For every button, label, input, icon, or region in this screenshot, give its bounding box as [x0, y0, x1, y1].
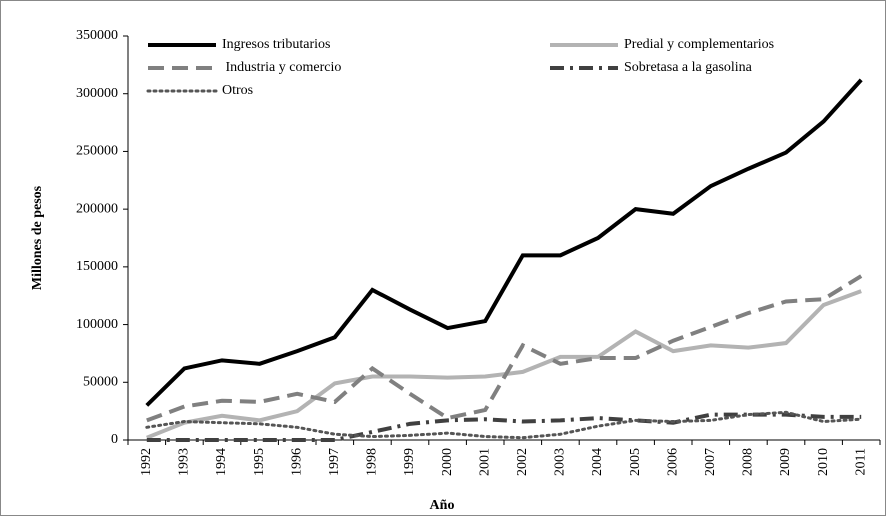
y-tick-label: 350000 — [76, 28, 118, 43]
legend-label: Predial y complementarios — [624, 37, 774, 52]
x-tick-label: 1999 — [402, 448, 417, 476]
y-tick-label: 100000 — [76, 317, 118, 332]
x-tick-label: 1993 — [177, 448, 192, 476]
line-series — [146, 274, 863, 423]
y-tick-label: 200000 — [76, 201, 118, 216]
x-tick-label: 1995 — [252, 448, 267, 476]
y-tick-label: 0 — [111, 432, 118, 447]
x-tick-label: 1998 — [365, 448, 380, 476]
y-axis-title: Millones de pesos — [30, 185, 45, 290]
x-tick-label: 2010 — [816, 448, 831, 476]
x-tick-label: 2000 — [440, 448, 455, 476]
x-tick-label: 1994 — [214, 448, 229, 476]
x-tick-label: 2006 — [665, 448, 680, 476]
legend-label: Industria y comercio — [222, 60, 341, 75]
y-tick-label: 300000 — [76, 86, 118, 101]
x-tick-label: 2001 — [477, 448, 492, 476]
x-tick-label: 1997 — [327, 448, 342, 476]
legend-label: Otros — [222, 83, 253, 98]
legend-label: Sobretasa a la gasolina — [624, 60, 753, 75]
line-series — [146, 412, 862, 442]
x-tick-label: 2005 — [628, 448, 643, 476]
x-tick-label: 2009 — [778, 448, 793, 476]
x-tick-label: 2011 — [853, 448, 868, 475]
x-tick-label: 2004 — [590, 448, 605, 476]
y-tick-label: 250000 — [76, 144, 118, 159]
line-series — [145, 410, 863, 440]
legend-label: Ingresos tributarios — [222, 37, 330, 52]
x-tick-label: 1992 — [139, 448, 154, 476]
x-tick-label: 1996 — [289, 448, 304, 476]
x-tick-label: 2008 — [741, 448, 756, 476]
y-tick-label: 150000 — [76, 259, 118, 274]
x-tick-label: 2007 — [703, 448, 718, 476]
x-axis-title: Año — [430, 498, 455, 513]
x-tick-label: 2002 — [515, 448, 530, 476]
line-series — [145, 78, 863, 407]
x-tick-label: 2003 — [553, 448, 568, 476]
y-tick-label: 50000 — [83, 375, 118, 390]
